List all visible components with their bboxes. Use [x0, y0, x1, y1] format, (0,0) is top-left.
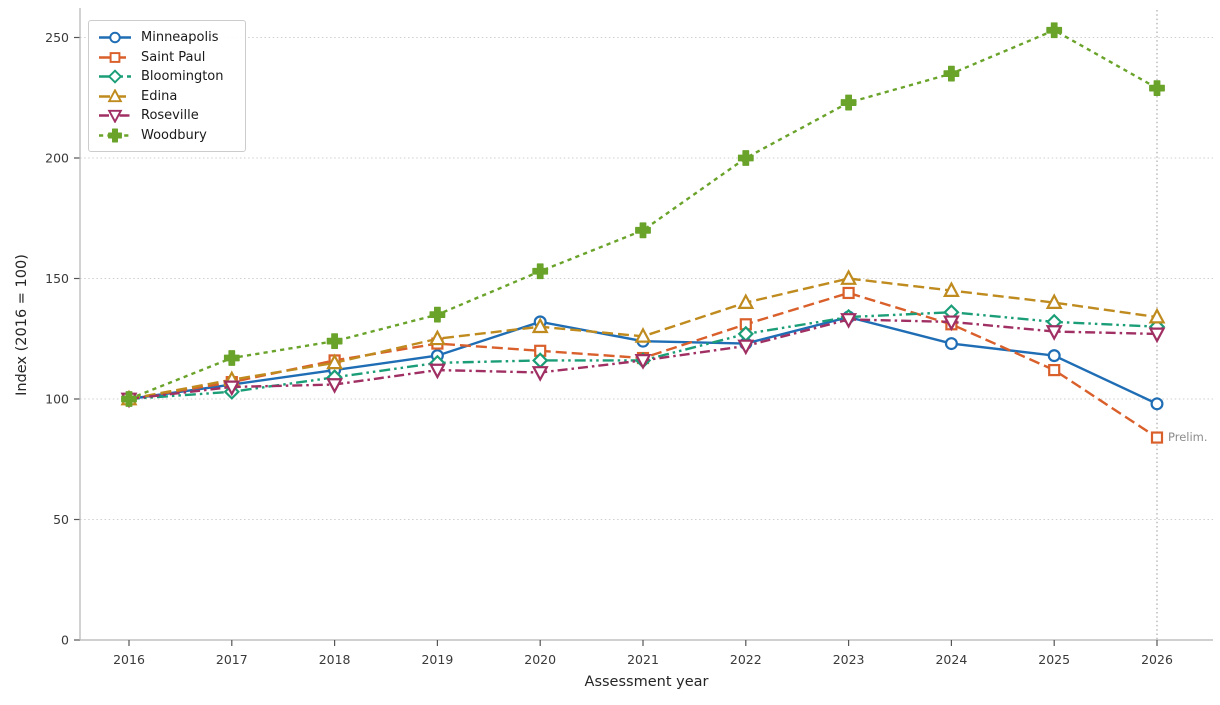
x-tick-label: 2016	[113, 652, 145, 667]
x-tick-label: 2024	[935, 652, 967, 667]
legend: Minneapolis Saint Paul Bloomington Edina Ros…	[88, 20, 246, 152]
x-tick-label: 2023	[833, 652, 865, 667]
x-tick-label: 2018	[319, 652, 351, 667]
triangle-down-marker	[326, 378, 344, 394]
triangle-down-marker	[737, 339, 755, 356]
plus-filled-marker	[737, 150, 754, 166]
triangle-down-marker	[531, 366, 549, 382]
square-marker	[842, 286, 855, 300]
x-tick-label: 2022	[730, 652, 762, 667]
y-tick-label: 0	[61, 633, 69, 648]
y-tick-label: 150	[45, 271, 69, 286]
legend-item-saint-paul: Saint Paul	[98, 48, 235, 68]
square-marker	[109, 51, 121, 63]
plus-filled-marker	[840, 94, 857, 111]
triangle-down-marker	[1148, 327, 1166, 344]
legend-sample-diamond-icon	[99, 69, 131, 84]
plus-filled-marker	[121, 391, 137, 407]
y-axis-title: Index (2016 = 100)	[14, 254, 30, 396]
legend-sample-triangle-down-icon	[99, 110, 131, 124]
y-tick-label: 250	[45, 30, 69, 45]
x-tick-label: 2019	[421, 652, 453, 667]
plus-filled-marker	[429, 306, 446, 323]
legend-label: Woodbury	[141, 127, 207, 143]
x-tick-label: 2025	[1038, 652, 1070, 667]
series-line	[128, 311, 1158, 401]
legend-label: Edina	[141, 88, 178, 104]
legend-label: Bloomington	[141, 69, 224, 85]
legend-item-roseville: Roseville	[98, 106, 235, 126]
triangle-down-marker	[840, 313, 858, 329]
triangle-up-marker	[107, 88, 123, 102]
triangle-down-marker	[942, 315, 960, 332]
triangle-up-marker	[326, 353, 344, 370]
triangle-up-marker	[531, 317, 549, 334]
triangle-up-marker	[942, 281, 960, 297]
legend-item-woodbury: Woodbury	[98, 126, 235, 146]
plus-filled-marker	[943, 65, 960, 82]
legend-sample-plus-filled-icon	[99, 128, 131, 143]
triangle-down-marker	[1045, 325, 1063, 341]
legend-label: Minneapolis	[141, 30, 219, 46]
x-axis-title: Assessment year	[584, 674, 709, 690]
plus-filled-marker	[326, 333, 343, 350]
legend-item-minneapolis: Minneapolis	[98, 28, 235, 48]
legend-label: Saint Paul	[141, 49, 206, 65]
circle-marker	[1150, 397, 1164, 411]
y-tick-label: 200	[45, 151, 69, 166]
plus-filled-marker	[223, 350, 240, 366]
y-tick-label: 50	[53, 512, 69, 527]
plus-filled-marker	[635, 222, 651, 239]
x-tick-label: 2017	[216, 652, 248, 667]
x-tick-label: 2021	[627, 652, 659, 667]
circle-marker	[1047, 349, 1061, 363]
x-tick-label: 2020	[524, 652, 556, 667]
series-woodbury	[121, 22, 1165, 407]
prelim-annotation: Prelim.	[1168, 429, 1208, 444]
triangle-down-marker	[428, 363, 446, 380]
legend-sample-square-icon	[99, 51, 131, 63]
circle-marker	[109, 32, 121, 44]
plus-filled-marker	[108, 128, 122, 143]
plus-filled-marker	[532, 263, 549, 280]
legend-sample-circle-icon	[99, 32, 131, 44]
triangle-up-marker	[737, 293, 755, 309]
legend-item-edina: Edina	[98, 87, 235, 107]
plus-filled-marker	[1046, 22, 1063, 39]
square-marker	[1048, 363, 1061, 377]
plus-filled-marker	[1149, 80, 1165, 97]
square-marker	[1150, 431, 1164, 444]
triangle-up-marker	[1148, 307, 1166, 324]
legend-item-bloomington: Bloomington	[98, 67, 235, 87]
triangle-up-marker	[1045, 293, 1063, 309]
legend-sample-triangle-up-icon	[99, 88, 131, 102]
series-roseville	[120, 313, 1166, 409]
triangle-up-marker	[428, 329, 446, 346]
x-tick-label: 2026	[1141, 652, 1173, 667]
triangle-down-marker	[107, 110, 123, 124]
legend-label: Roseville	[141, 108, 199, 124]
triangle-up-marker	[634, 327, 652, 343]
circle-marker	[944, 337, 958, 351]
diamond-marker	[107, 69, 123, 84]
triangle-up-marker	[840, 269, 858, 285]
triangle-down-marker	[634, 354, 652, 370]
triangle-down-marker	[223, 380, 241, 397]
y-tick-label: 100	[45, 392, 69, 407]
series-line	[128, 28, 1158, 401]
